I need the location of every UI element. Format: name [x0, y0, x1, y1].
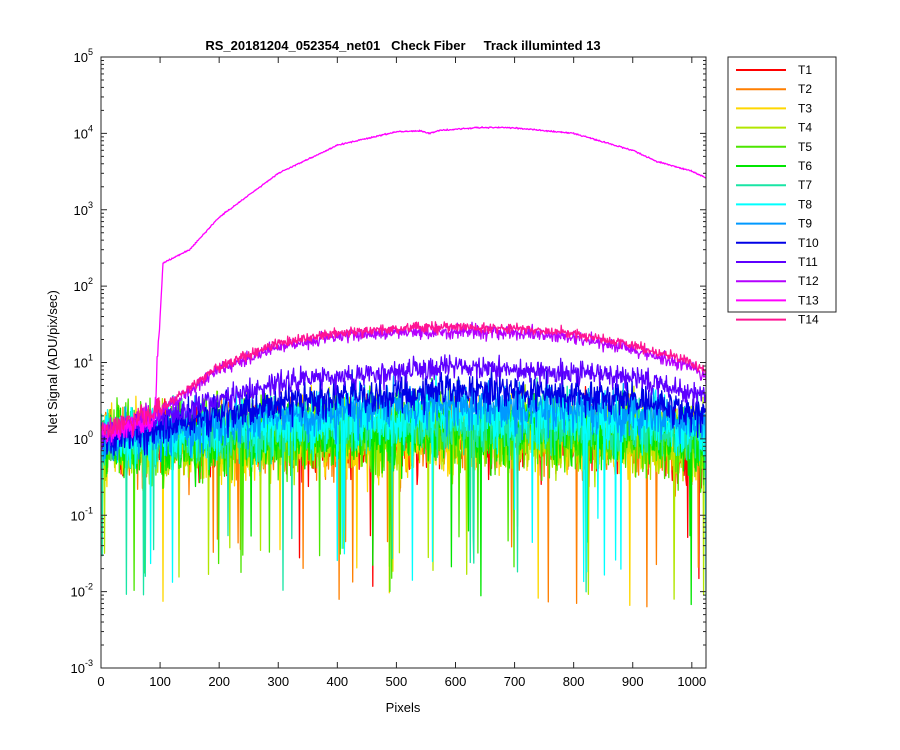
x-axis: 0 100 200 300 400 500 600 700 800 900 1000 — [97, 57, 706, 689]
x-tick-label: 900 — [622, 674, 644, 689]
legend-label: T11 — [798, 255, 818, 269]
y-tick-label: 102 — [74, 276, 93, 294]
legend-label: T3 — [798, 101, 812, 115]
legend-label: T10 — [798, 236, 819, 250]
series-group — [101, 126, 706, 608]
x-tick-label: 200 — [208, 674, 230, 689]
legend-label: T14 — [798, 313, 819, 327]
legend-label: T13 — [798, 293, 819, 307]
y-tick-label: 104 — [74, 123, 93, 141]
legend-label: T5 — [798, 140, 812, 154]
series-line-t10 — [101, 367, 706, 456]
x-tick-label: 400 — [326, 674, 348, 689]
x-tick-label: 0 — [97, 674, 104, 689]
x-tick-label: 300 — [267, 674, 289, 689]
x-axis-label: Pixels — [386, 700, 421, 715]
y-axis: 10-3 10-2 10-1 100 101 102 103 104 105 — [71, 47, 706, 676]
y-tick-label: 105 — [74, 47, 93, 65]
y-tick-label: 10-3 — [71, 658, 93, 676]
x-tick-label: 1000 — [677, 674, 706, 689]
legend-label: T8 — [798, 197, 812, 211]
y-tick-label: 103 — [74, 200, 93, 218]
series-line-t14 — [101, 321, 706, 438]
x-tick-label: 700 — [504, 674, 526, 689]
x-tick-label: 500 — [386, 674, 408, 689]
legend-label: T9 — [798, 217, 812, 231]
x-tick-label: 100 — [149, 674, 171, 689]
y-tick-label: 101 — [74, 353, 93, 371]
series-line-t11 — [101, 354, 706, 446]
legend-label: T12 — [798, 274, 819, 288]
x-tick-label: 800 — [563, 674, 585, 689]
series-line-t13 — [101, 126, 706, 443]
legend-label: T2 — [798, 82, 812, 96]
y-tick-label: 10-1 — [71, 505, 93, 523]
plot-area — [101, 57, 706, 668]
x-tick-label: 600 — [445, 674, 467, 689]
legend-label: T6 — [798, 159, 812, 173]
y-tick-label: 100 — [74, 429, 93, 447]
y-tick-label: 10-2 — [71, 582, 93, 600]
legend-label: T7 — [798, 178, 812, 192]
legend-label: T1 — [798, 63, 812, 77]
legend-label: T4 — [798, 121, 812, 135]
legend: T1 T2 T3 T4 T5 T6 T7 T8 T9 T10 T11 T12 T13 T14 — [727, 56, 837, 327]
chart-title: RS_20181204_052354_net01 Check Fiber Tra… — [205, 38, 600, 53]
y-axis-label: Net Signal (ADU/pix/sec) — [45, 290, 60, 434]
